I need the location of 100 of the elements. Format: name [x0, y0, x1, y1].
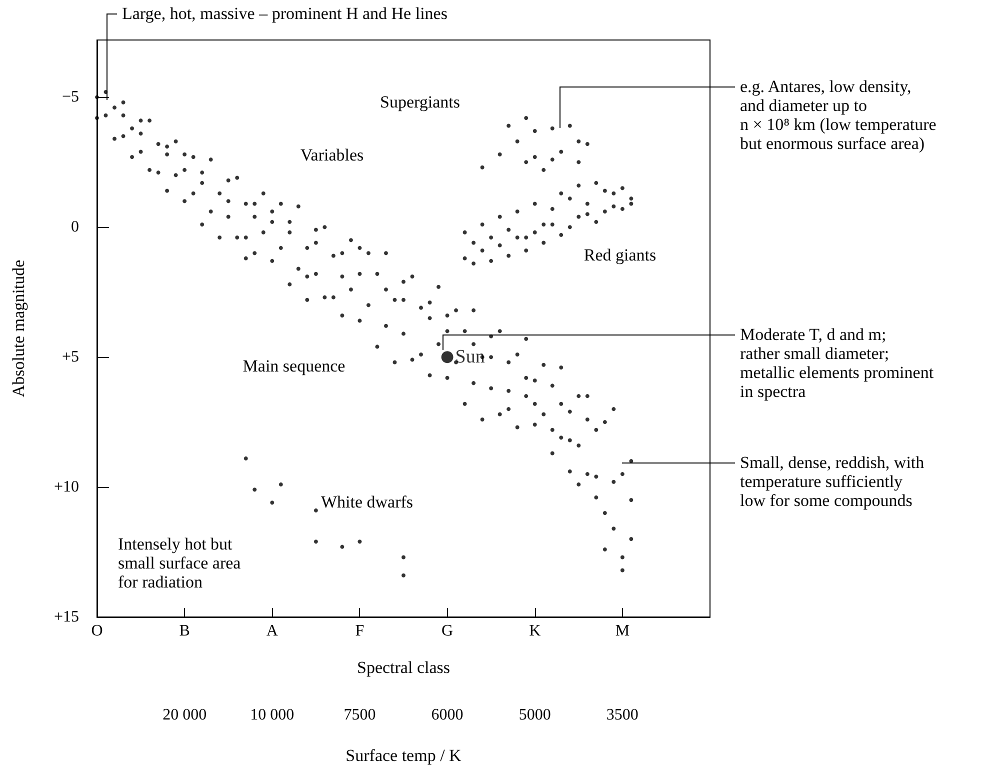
point: [594, 220, 598, 224]
text: Moderate T, d and m; rather small diameter; metallic elements prominent in spectra: [740, 325, 934, 401]
point: [515, 210, 520, 214]
point: [542, 168, 546, 172]
y-tick-label: +10: [54, 478, 79, 496]
point: [559, 232, 564, 237]
x-tick-label: B: [179, 622, 190, 640]
text: 6000: [431, 706, 464, 724]
y-tick-label: 0: [71, 218, 79, 236]
text: Large, hot, massive – prominent H and He lines: [122, 4, 448, 23]
point: [568, 438, 572, 442]
point: [532, 402, 537, 406]
point: [340, 274, 344, 279]
point: [278, 482, 283, 486]
point: [515, 139, 520, 144]
point: [585, 417, 590, 422]
point: [532, 202, 537, 206]
point: [550, 428, 554, 432]
point: [472, 240, 476, 245]
point: [602, 547, 607, 552]
point: [402, 298, 406, 302]
point: [480, 165, 484, 170]
text: Small, dense, reddish, with temperature sufficiently low for some compounds: [740, 453, 925, 510]
point: [462, 256, 467, 260]
x-tick-label: G: [442, 622, 454, 640]
point: [550, 206, 554, 211]
point: [489, 258, 494, 263]
annotation: Variables: [300, 146, 364, 164]
point: [559, 402, 564, 406]
point: [472, 342, 476, 346]
point: [182, 152, 187, 156]
x-tick-label: M: [615, 622, 630, 640]
point: [524, 248, 528, 253]
text: e.g. Antares, low density, and diameter up to n × 10⁸ km (low temperature but enormous surface area): [740, 77, 936, 153]
point: [515, 236, 520, 240]
point: [305, 274, 310, 279]
point: [472, 262, 476, 266]
point: [602, 210, 607, 214]
y-axis-title: Absolute magnitude: [9, 260, 28, 398]
point: [532, 128, 537, 133]
point: [480, 222, 484, 227]
annotation: Red giants: [584, 246, 656, 264]
text: 20 000: [162, 706, 207, 724]
point: [384, 288, 388, 292]
point: [165, 152, 170, 156]
point: [585, 212, 590, 216]
y-tick-label: +15: [54, 608, 79, 626]
point: [612, 191, 616, 196]
point: [314, 540, 318, 544]
x-axis-title: Spectral class: [357, 658, 450, 677]
point: [532, 154, 537, 159]
point: [629, 196, 634, 201]
point: [498, 243, 502, 248]
point: [612, 526, 616, 531]
point: [498, 152, 502, 156]
point: [200, 180, 204, 185]
point: [612, 204, 616, 208]
point: [620, 568, 624, 572]
point: [576, 160, 581, 164]
series-label: Sun: [455, 346, 486, 368]
point: [524, 116, 528, 120]
point: [550, 126, 554, 130]
point: [340, 544, 344, 549]
point: [314, 508, 318, 512]
point: [629, 498, 634, 502]
point: [568, 225, 572, 230]
point: [550, 158, 554, 162]
point: [506, 388, 511, 393]
point: [252, 488, 257, 492]
point: [568, 124, 572, 128]
point: [121, 113, 126, 118]
point: [559, 150, 564, 154]
point: [568, 196, 572, 201]
point: [506, 254, 511, 258]
point: [559, 191, 564, 196]
point: [542, 240, 546, 245]
point: [358, 246, 362, 250]
point: [489, 355, 494, 360]
annotation: Supergiants: [380, 92, 460, 112]
point: [270, 210, 274, 214]
point: [585, 202, 590, 206]
text: 3500: [606, 706, 638, 724]
point: [402, 555, 406, 560]
point: [441, 351, 454, 364]
point: [524, 236, 528, 240]
point: [138, 132, 143, 136]
point: [602, 188, 607, 193]
point: [358, 540, 362, 544]
point: [244, 256, 248, 260]
point: [489, 236, 494, 240]
point: [550, 222, 554, 227]
point: [576, 482, 581, 486]
text: 5000: [518, 706, 551, 724]
x2-axis-title: Surface temp / K: [346, 746, 462, 765]
point: [226, 199, 230, 204]
point: [576, 139, 581, 144]
point: [576, 184, 581, 188]
point: [314, 240, 318, 245]
point: [506, 228, 511, 232]
x-tick-label: K: [529, 622, 542, 640]
